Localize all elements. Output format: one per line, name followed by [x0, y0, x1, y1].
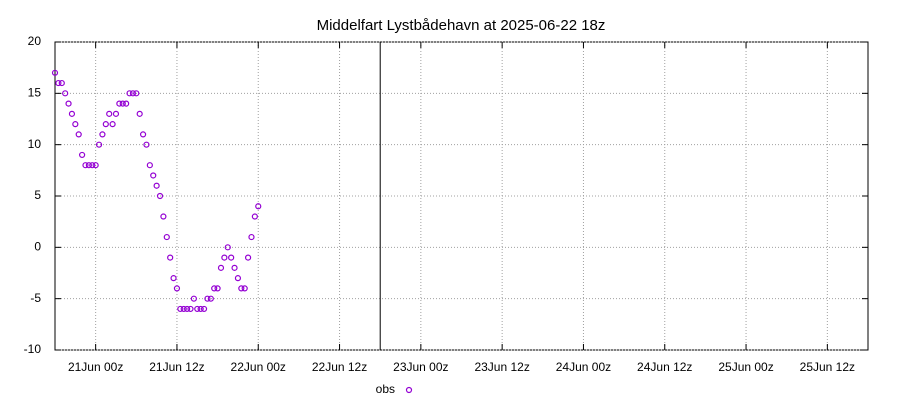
obs-point — [156, 192, 164, 200]
obs-point — [143, 141, 150, 148]
y-tick-label: 15 — [28, 86, 42, 100]
obs-point — [55, 79, 62, 87]
obs-point — [187, 305, 194, 313]
x-tick-label: 25Jun 12z — [800, 360, 855, 374]
x-tick-label: 21Jun 12z — [149, 360, 204, 374]
x-tick-label: 23Jun 12z — [474, 360, 529, 374]
y-tick-label: 10 — [28, 137, 42, 151]
y-tick-label: 20 — [28, 34, 42, 48]
obs-point — [146, 162, 153, 169]
x-tick-label: 23Jun 00z — [393, 360, 448, 374]
obs-point — [197, 305, 204, 313]
obs-point — [234, 275, 242, 282]
x-tick-label: 22Jun 00z — [231, 360, 286, 374]
obs-point — [180, 305, 187, 313]
obs-point — [224, 244, 231, 251]
obs-point — [150, 172, 157, 179]
obs-point — [106, 110, 113, 117]
obs-point — [251, 213, 258, 220]
obs-point — [75, 131, 82, 138]
obs-point — [204, 295, 211, 302]
obs-point — [194, 305, 201, 313]
obs-point — [163, 233, 170, 241]
obs-point — [153, 182, 160, 189]
x-tick-label: 21Jun 00z — [68, 360, 123, 374]
x-tick-label: 24Jun 00z — [556, 360, 611, 374]
obs-point — [184, 305, 191, 313]
obs-point — [119, 100, 126, 107]
obs-point — [139, 131, 147, 138]
obs-point — [51, 69, 59, 76]
obs-point — [68, 110, 76, 117]
obs-point — [173, 285, 181, 292]
obs-point — [109, 121, 116, 128]
obs-point — [200, 305, 208, 313]
obs-point — [136, 110, 143, 117]
x-tick-label: 24Jun 12z — [637, 360, 692, 374]
obs-point — [221, 254, 228, 261]
obs-point — [207, 295, 214, 302]
obs-point — [214, 285, 221, 292]
obs-point — [72, 121, 79, 128]
obs-point — [116, 100, 123, 107]
obs-point — [238, 285, 245, 292]
obs-point — [231, 264, 238, 271]
obs-point — [95, 141, 103, 148]
x-tick-label: 25Jun 00z — [718, 360, 773, 374]
legend-label: obs — [376, 382, 395, 396]
obs-point — [99, 131, 106, 138]
obs-point — [160, 213, 167, 220]
obs-point — [78, 151, 86, 159]
obs-point — [82, 162, 89, 169]
obs-point — [217, 264, 225, 271]
obs-point — [65, 100, 72, 107]
obs-point — [211, 285, 218, 292]
x-tick-label: 22Jun 12z — [312, 360, 367, 374]
obs-point — [123, 100, 130, 107]
obs-point — [228, 254, 235, 261]
obs-point — [133, 90, 140, 97]
y-tick-label: 0 — [34, 240, 41, 254]
obs-point — [62, 90, 69, 97]
obs-point — [129, 90, 137, 97]
y-tick-label: 5 — [34, 188, 41, 202]
obs-point — [244, 254, 252, 261]
y-tick-label: -10 — [24, 342, 42, 356]
obs-point — [241, 285, 248, 292]
legend-marker — [405, 386, 413, 394]
obs-point — [102, 121, 109, 128]
obs-point — [85, 162, 92, 169]
obs-point — [248, 233, 255, 241]
y-tick-label: -5 — [30, 291, 41, 305]
obs-point — [58, 79, 65, 87]
obs-point — [126, 90, 133, 97]
obs-point — [167, 254, 174, 261]
obs-point — [190, 295, 197, 302]
obs-point — [89, 162, 96, 169]
obs-point — [177, 305, 184, 313]
obs-point — [92, 162, 99, 169]
obs-point — [255, 203, 262, 210]
chart-title: Middelfart Lystbådehavn at 2025-06-22 18… — [317, 17, 606, 34]
obs-point — [112, 110, 120, 117]
obs-point — [170, 275, 177, 282]
